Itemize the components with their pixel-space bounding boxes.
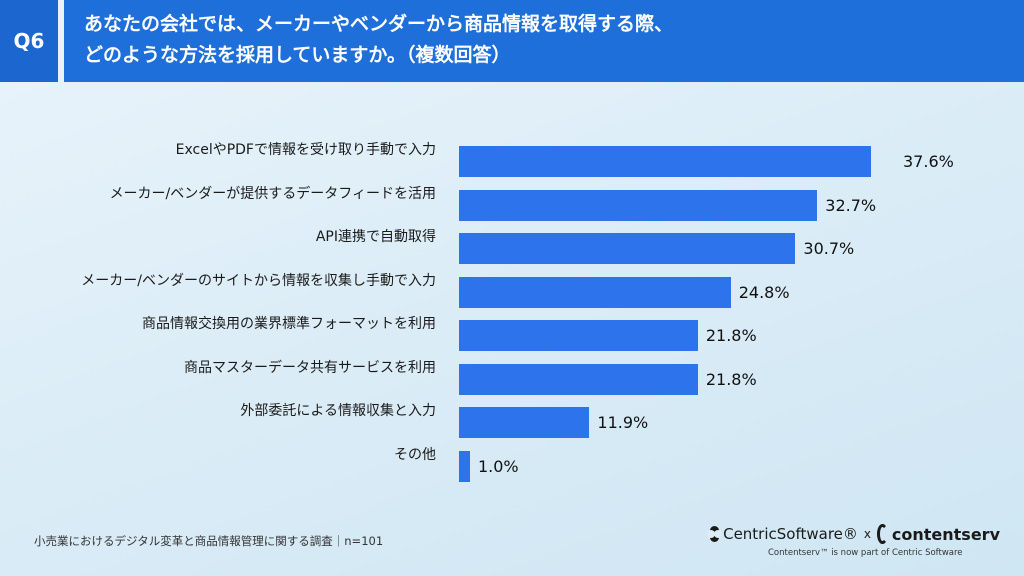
category-label: その他 <box>394 446 436 463</box>
bar <box>459 146 871 177</box>
centric-logo-text: CentricSoftware® <box>723 525 858 543</box>
bar <box>459 276 731 308</box>
bar <box>459 363 698 395</box>
bar <box>459 450 470 482</box>
category-label: 商品マスターデータ共有サービスを利用 <box>184 359 436 376</box>
contentserv-logo-text: contentserv <box>891 524 1000 544</box>
survey-note: 小売業におけるデジタル変革と商品情報管理に関する調査｜n=101 <box>34 534 384 548</box>
category-label: 商品情報交換用の業界標準フォーマットを利用 <box>142 316 436 332</box>
value-label: 1.0% <box>477 456 519 476</box>
bar <box>459 320 698 351</box>
category-label: メーカー/ベンダーが提供するデータフィードを活用 <box>109 185 436 202</box>
question-title: あなたの会社では、メーカーやベンダーから商品情報を取得する際、 どのような方法を… <box>84 13 674 66</box>
contentserv-logo-icon <box>877 524 888 544</box>
question-badge: Q6 <box>0 0 58 82</box>
logo-row: CentricSoftware® x contentserv <box>707 522 1000 546</box>
value-label: 32.7% <box>825 195 877 215</box>
value-label: 30.7% <box>803 239 855 258</box>
header-banner: Q6 あなたの会社では、メーカーやベンダーから商品情報を取得する際、 どのような… <box>0 0 1024 82</box>
bar <box>459 233 796 264</box>
bar <box>459 407 590 438</box>
category-label: 外部委託による情報収集と入力 <box>240 403 436 419</box>
value-label: 21.8% <box>705 369 757 389</box>
value-label: 11.9% <box>597 413 649 432</box>
logo-separator: x <box>863 527 871 541</box>
bar-chart: ExcelやPDFで情報を受け取り手動で入力 37.6% メーカー/ベンダーが提供す… <box>0 130 1024 490</box>
header-divider <box>58 0 64 82</box>
category-label: メーカー/ベンダーのサイトから情報を収集し手動で入力 <box>81 272 436 289</box>
value-label: 21.8% <box>705 326 757 345</box>
centric-logo-icon <box>707 526 723 542</box>
value-label: 24.8% <box>738 282 790 302</box>
logo-subtitle: Contentserv™ is now part of Centric Soft… <box>768 548 963 558</box>
value-label: 37.6% <box>903 152 954 171</box>
category-label: API連携で自動取得 <box>315 229 436 245</box>
logo-area: CentricSoftware® x contentserv Contentse… <box>707 522 1000 566</box>
bar <box>459 189 818 221</box>
category-label: ExcelやPDFで情報を受け取り手動で入力 <box>175 142 436 158</box>
